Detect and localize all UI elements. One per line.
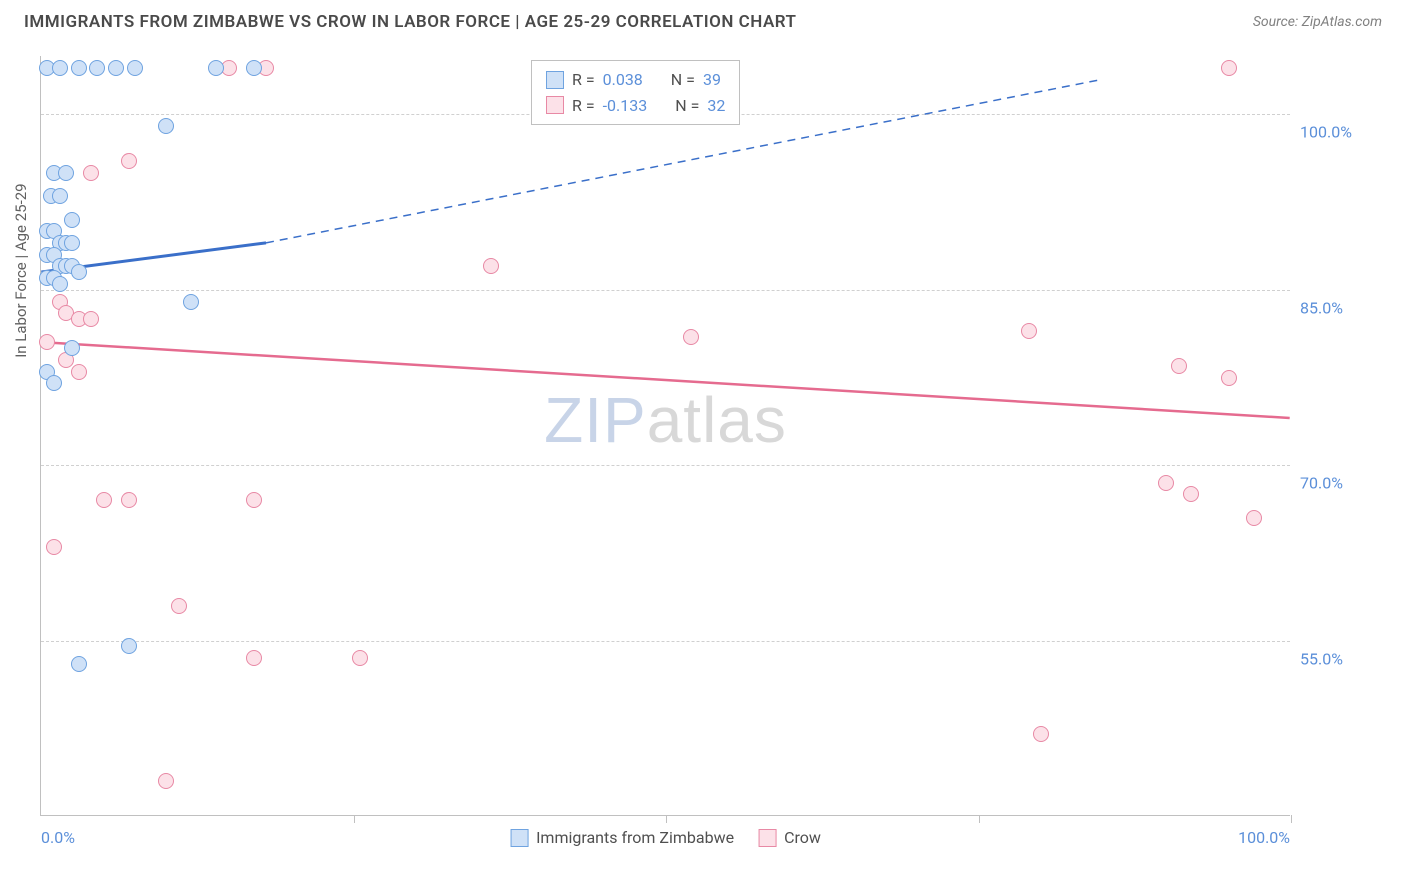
legend-r-label: R = xyxy=(572,93,595,119)
x-label-right: 100.0% xyxy=(1238,828,1290,847)
legend-n-value-2: 32 xyxy=(707,93,725,119)
scatter-point xyxy=(121,153,137,169)
scatter-point xyxy=(89,60,105,76)
scatter-point xyxy=(352,650,368,666)
scatter-point xyxy=(246,650,262,666)
series-legend: Immigrants from Zimbabwe Crow xyxy=(510,828,821,847)
series-legend-item-1: Immigrants from Zimbabwe xyxy=(510,828,734,847)
legend-r-value-1: 0.038 xyxy=(603,67,643,93)
scatter-point xyxy=(1021,323,1037,339)
scatter-point xyxy=(1183,486,1199,502)
x-tick xyxy=(1291,815,1292,823)
x-tick xyxy=(354,815,355,823)
scatter-point xyxy=(52,276,68,292)
legend-r-value-2: -0.133 xyxy=(603,93,648,119)
scatter-point xyxy=(1246,510,1262,526)
scatter-point xyxy=(1033,726,1049,742)
scatter-point xyxy=(52,188,68,204)
scatter-point xyxy=(46,539,62,555)
y-tick-label: 55.0% xyxy=(1300,649,1380,668)
watermark-part1: ZIP xyxy=(544,384,647,456)
scatter-point xyxy=(1221,60,1237,76)
x-label-left: 0.0% xyxy=(41,828,75,847)
scatter-point xyxy=(1158,475,1174,491)
scatter-point xyxy=(246,60,262,76)
series-name-1: Immigrants from Zimbabwe xyxy=(536,828,734,847)
scatter-point xyxy=(83,311,99,327)
legend-swatch-series2 xyxy=(546,96,564,114)
scatter-point xyxy=(683,329,699,345)
scatter-point xyxy=(64,235,80,251)
gridline xyxy=(41,290,1290,291)
scatter-point xyxy=(171,598,187,614)
scatter-point xyxy=(208,60,224,76)
chart-title: IMMIGRANTS FROM ZIMBABWE VS CROW IN LABO… xyxy=(24,12,797,32)
scatter-point xyxy=(71,264,87,280)
legend-n-value-1: 39 xyxy=(703,67,721,93)
y-tick-label: 100.0% xyxy=(1300,123,1380,142)
scatter-point xyxy=(83,165,99,181)
series-swatch-1 xyxy=(510,829,528,847)
chart-header: IMMIGRANTS FROM ZIMBABWE VS CROW IN LABO… xyxy=(0,0,1406,40)
scatter-point xyxy=(71,60,87,76)
correlation-legend: R = 0.038 N = 39 R = -0.133 N = 32 xyxy=(531,60,740,125)
scatter-point xyxy=(1171,358,1187,374)
scatter-point xyxy=(246,492,262,508)
y-tick-label: 85.0% xyxy=(1300,298,1380,317)
trend-lines xyxy=(41,56,1290,815)
scatter-point xyxy=(108,60,124,76)
scatter-point xyxy=(52,60,68,76)
legend-row-series1: R = 0.038 N = 39 xyxy=(546,67,725,93)
scatter-point xyxy=(96,492,112,508)
scatter-point xyxy=(71,656,87,672)
gridline xyxy=(41,641,1290,642)
x-tick xyxy=(666,815,667,823)
legend-r-label: R = xyxy=(572,67,595,93)
chart-source: Source: ZipAtlas.com xyxy=(1253,14,1382,30)
watermark-part2: atlas xyxy=(647,384,787,456)
y-axis-title: In Labor Force | Age 25-29 xyxy=(12,183,30,357)
scatter-point xyxy=(71,364,87,380)
scatter-point xyxy=(64,340,80,356)
scatter-point xyxy=(39,334,55,350)
legend-swatch-series1 xyxy=(546,71,564,89)
scatter-point xyxy=(127,60,143,76)
scatter-point xyxy=(158,773,174,789)
y-tick-label: 70.0% xyxy=(1300,474,1380,493)
scatter-point xyxy=(158,118,174,134)
chart-plot-area: In Labor Force | Age 25-29 ZIPatlas R = … xyxy=(40,56,1290,816)
legend-row-series2: R = -0.133 N = 32 xyxy=(546,93,725,119)
scatter-point xyxy=(121,638,137,654)
series-legend-item-2: Crow xyxy=(758,828,821,847)
gridline xyxy=(41,465,1290,466)
scatter-point xyxy=(1221,370,1237,386)
scatter-point xyxy=(46,375,62,391)
legend-n-label: N = xyxy=(675,93,699,119)
legend-n-label: N = xyxy=(671,67,695,93)
series-name-2: Crow xyxy=(784,828,821,847)
x-tick xyxy=(979,815,980,823)
scatter-point xyxy=(58,165,74,181)
scatter-point xyxy=(483,258,499,274)
scatter-point xyxy=(183,294,199,310)
scatter-point xyxy=(64,212,80,228)
series-swatch-2 xyxy=(758,829,776,847)
watermark: ZIPatlas xyxy=(544,383,787,457)
scatter-point xyxy=(121,492,137,508)
